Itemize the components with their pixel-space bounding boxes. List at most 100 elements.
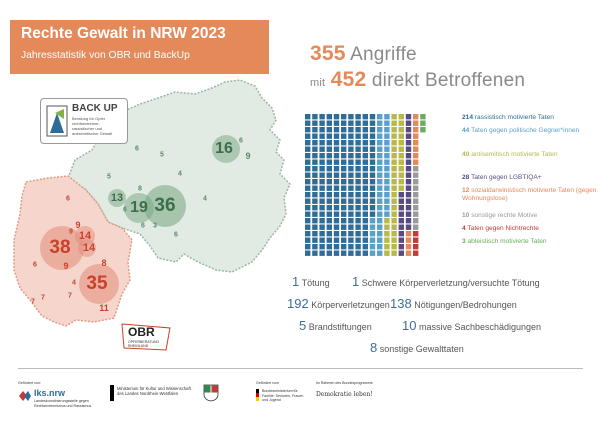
waffle-square	[312, 218, 318, 224]
waffle-square	[312, 244, 318, 250]
waffle-square	[348, 205, 354, 211]
waffle-square	[405, 114, 412, 120]
waffle-square	[326, 114, 332, 120]
map-bubble-label: 9	[69, 228, 73, 236]
waffle-square	[384, 146, 390, 152]
waffle-square	[391, 237, 397, 243]
waffle-square	[362, 231, 368, 237]
waffle-square	[333, 179, 340, 185]
waffle-square	[405, 205, 412, 211]
waffle-square	[369, 231, 376, 237]
waffle-square	[362, 133, 368, 139]
stat-item: 5 Brandstiftungen	[299, 318, 372, 333]
waffle-square	[333, 127, 340, 133]
waffle-square	[305, 185, 311, 191]
nrw-crest-icon	[203, 384, 219, 402]
waffle-square	[305, 166, 311, 172]
waffle-square	[398, 218, 404, 224]
waffle-square	[355, 205, 361, 211]
waffle-square	[413, 159, 419, 165]
waffle-square	[348, 231, 354, 237]
waffle-square	[391, 166, 397, 172]
waffle-square	[377, 185, 383, 191]
waffle-square	[355, 159, 361, 165]
waffle-square	[355, 114, 361, 120]
waffle-square	[341, 211, 347, 217]
waffle-square	[312, 224, 318, 230]
attacks-label: Angriffe	[350, 44, 417, 65]
waffle-square	[305, 250, 311, 256]
waffle-square	[341, 244, 347, 250]
legend-count: 40	[462, 151, 470, 158]
waffle-square	[413, 146, 419, 152]
map-bubble-label: 4	[178, 170, 182, 178]
waffle-square	[333, 211, 340, 217]
waffle-square	[369, 250, 376, 256]
waffle-square	[398, 244, 404, 250]
stat-number: 8	[370, 340, 378, 355]
waffle-square	[405, 166, 412, 172]
waffle-square	[405, 185, 412, 191]
waffle-square	[355, 237, 361, 243]
waffle-square	[312, 192, 318, 198]
waffle-square	[398, 231, 404, 237]
waffle-square	[355, 192, 361, 198]
waffle-square	[377, 159, 383, 165]
stat-label: Nötigungen/Bedrohungen	[414, 300, 517, 310]
map-bubble-label: 38	[49, 237, 71, 258]
map-bubble-label: 6	[66, 195, 70, 203]
waffle-square	[305, 146, 311, 152]
waffle-square	[326, 205, 332, 211]
waffle-square	[384, 211, 390, 217]
waffle-square	[405, 244, 412, 250]
backup-logo-icon	[46, 105, 68, 137]
waffle-square	[355, 146, 361, 152]
stat-item: 138 Nötigungen/Bedrohungen	[390, 296, 517, 311]
waffle-square	[326, 166, 332, 172]
waffle-square	[391, 120, 397, 126]
map-bubble-label: 6	[174, 231, 178, 239]
waffle-square	[312, 198, 318, 204]
waffle-square	[369, 198, 376, 204]
waffle-square	[384, 172, 390, 178]
backup-logo-tagline: Beratung für Opfer rechtsextremer, rassi…	[72, 116, 113, 136]
waffle-square	[369, 237, 376, 243]
waffle-square	[333, 120, 340, 126]
waffle-square	[348, 244, 354, 250]
waffle-square	[362, 120, 368, 126]
waffle-square	[377, 127, 383, 133]
waffle-square	[348, 198, 354, 204]
map-bubble-label: 4	[203, 195, 207, 203]
waffle-square	[341, 127, 347, 133]
waffle-square	[362, 179, 368, 185]
waffle-square	[369, 205, 376, 211]
waffle-square	[369, 185, 376, 191]
waffle-square	[341, 218, 347, 224]
waffle-square	[319, 218, 325, 224]
waffle-square	[341, 179, 347, 185]
waffle-square	[413, 133, 419, 139]
waffle-square	[384, 198, 390, 204]
waffle-square	[384, 127, 390, 133]
map-bubble-label: 19	[130, 199, 148, 216]
waffle-square	[305, 237, 311, 243]
footer-lks-name: lks.nrw	[34, 388, 66, 398]
waffle-square	[305, 205, 311, 211]
waffle-square	[384, 231, 390, 237]
backup-logo-name: BACK UP	[72, 103, 118, 114]
legend-item: 28 Taten gegen LGBTIQA+	[462, 174, 600, 182]
footer-ministry: Ministerium für Kultur und Wissenschaft …	[117, 386, 191, 396]
map-bubble-label: 7	[31, 298, 35, 306]
waffle-square	[341, 114, 347, 120]
waffle-square	[333, 166, 340, 172]
waffle-square	[413, 153, 419, 159]
waffle-square	[333, 146, 340, 152]
legend-label: rassistisch motivierte Taten	[474, 114, 554, 121]
waffle-square	[384, 166, 390, 172]
ministry-bar-icon	[110, 385, 114, 401]
waffle-square	[413, 179, 419, 185]
waffle-square	[413, 192, 419, 198]
waffle-square	[333, 205, 340, 211]
waffle-square	[355, 211, 361, 217]
waffle-square	[413, 237, 419, 243]
